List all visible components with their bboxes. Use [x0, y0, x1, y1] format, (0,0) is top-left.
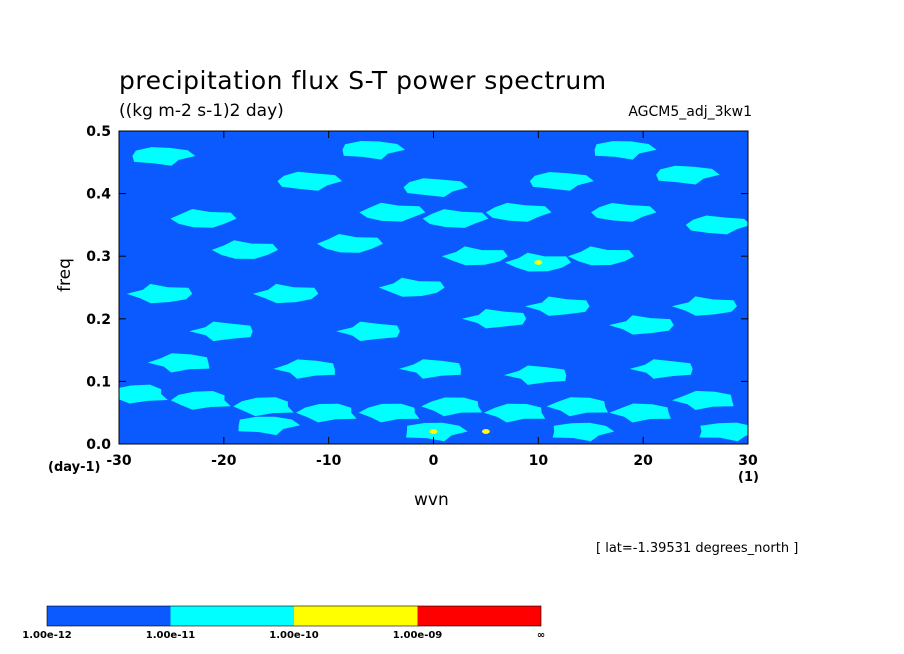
y-tick-label: 0.3 — [86, 249, 111, 265]
contour-regions — [119, 141, 748, 442]
contour-region — [441, 246, 508, 266]
x-tick-label: -20 — [211, 453, 237, 469]
contour-region — [170, 209, 237, 228]
contour-region — [503, 365, 567, 385]
contour-region — [273, 359, 335, 379]
contour-region — [485, 202, 552, 222]
contour-region — [594, 141, 657, 160]
contour-region — [671, 296, 737, 316]
colorbar-label: 1.00e-10 — [269, 630, 319, 641]
x-tick-label: -30 — [106, 453, 132, 469]
contour-region — [591, 203, 657, 222]
x-tick-label: -10 — [316, 453, 342, 469]
contour-region — [609, 403, 671, 423]
contour-region — [403, 178, 468, 197]
chart-subtitle: ((kg m-2 s-1)2 day) — [119, 101, 284, 121]
contour-region — [296, 403, 357, 423]
chart-title: precipitation flux S-T power spectrum — [119, 66, 607, 95]
x-tick-label: 10 — [529, 453, 549, 469]
y-tick-label: 0.5 — [86, 124, 111, 140]
contour-region — [277, 171, 343, 191]
colorbar-frame — [46, 605, 542, 627]
contour-region — [233, 397, 294, 417]
colorbar-label: 1.00e-09 — [393, 630, 443, 641]
contour-region — [211, 240, 278, 259]
colorbar-label: ∞ — [537, 630, 545, 641]
x-tick-label: 0 — [429, 453, 439, 469]
contour-region — [461, 309, 527, 329]
x-axis: -30 -20 -10 0 10 20 30 — [106, 131, 758, 469]
x-tick-label: 20 — [633, 453, 653, 469]
contour-region — [699, 422, 748, 442]
contour-region — [170, 391, 231, 410]
contour-region — [132, 147, 196, 166]
x-tick-label: 30 — [738, 453, 758, 469]
contour-region — [399, 359, 461, 379]
colorbar-swatch — [47, 606, 171, 626]
colorbar-label: 1.00e-12 — [22, 630, 72, 641]
contour-region — [534, 260, 543, 265]
y-axis-unit: (day-1) — [48, 460, 101, 475]
contour-region — [552, 422, 615, 442]
contour-region — [238, 416, 301, 436]
contour-region — [252, 283, 319, 304]
contour-region — [316, 234, 383, 253]
contour-region — [421, 397, 483, 417]
contour-region — [189, 321, 253, 342]
colorbar-swatch — [294, 606, 418, 626]
contour-region — [685, 215, 748, 235]
latitude-annotation: [ lat=-1.39531 degrees_north ] — [596, 541, 799, 556]
contour-region — [119, 384, 168, 404]
x-axis-label: wvn — [414, 490, 449, 510]
contour-region — [629, 359, 693, 379]
y-tick-label: 0.1 — [86, 374, 111, 390]
y-tick-label: 0.2 — [86, 312, 111, 328]
contour-region — [568, 246, 635, 266]
x-axis-unit: (1) — [738, 470, 759, 485]
y-tick-label: 0.0 — [86, 437, 111, 453]
contour-region — [342, 141, 405, 160]
contour-region — [359, 202, 426, 222]
colorbar-swatch — [170, 606, 294, 626]
run-label: AGCM5_adj_3kw1 — [628, 104, 752, 120]
contour-region — [422, 209, 489, 228]
contour-region — [529, 172, 594, 191]
contour-region — [147, 353, 210, 373]
colorbar-label: 1.00e-11 — [146, 630, 196, 641]
contour-region — [378, 277, 445, 297]
contour-region — [546, 397, 608, 417]
contour-region — [483, 403, 546, 423]
contour-region — [358, 403, 420, 423]
y-axis: 0.0 0.1 0.2 0.3 0.4 0.5 — [86, 124, 748, 453]
contour-region — [524, 296, 590, 316]
contour-region — [608, 315, 674, 335]
colorbar: 1.00e-12 1.00e-11 1.00e-10 1.00e-09 ∞ — [22, 605, 545, 641]
contour-region — [336, 321, 400, 341]
contour-region — [672, 390, 734, 410]
contour-region — [481, 429, 490, 434]
contour-region — [656, 165, 720, 185]
y-tick-label: 0.4 — [86, 187, 111, 203]
colorbar-swatch — [417, 606, 541, 626]
contour-region — [429, 429, 438, 434]
contour-region — [126, 283, 193, 304]
